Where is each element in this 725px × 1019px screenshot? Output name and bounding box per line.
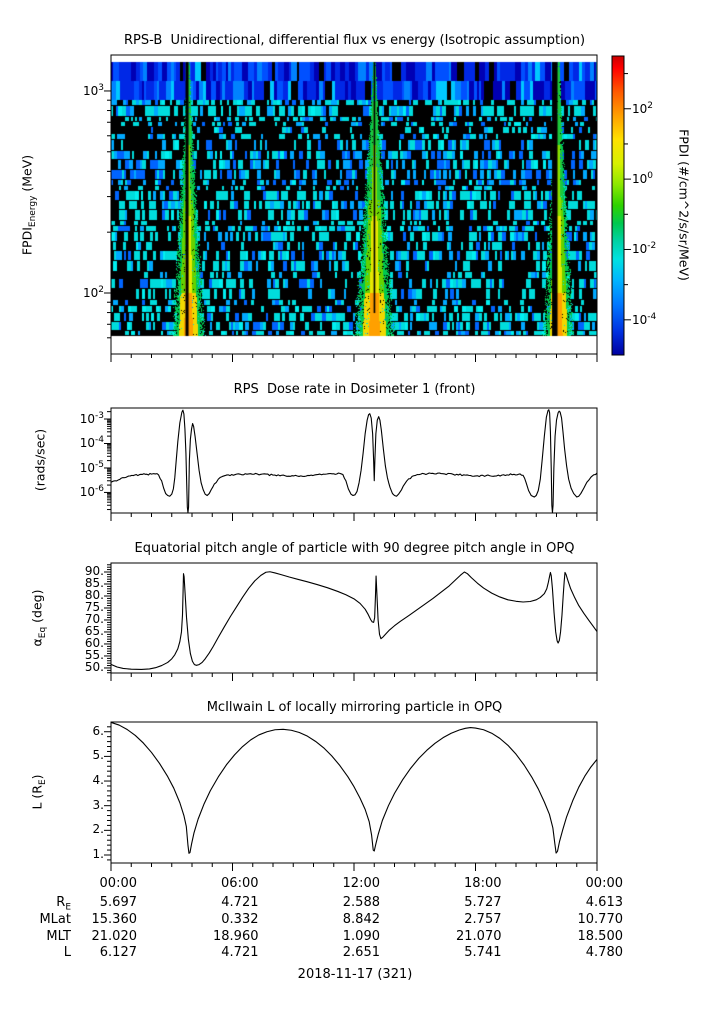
x-axis-time-label: 06:00: [221, 876, 259, 891]
ylabel-rest: ): [29, 774, 45, 780]
annotation-value: 1.090: [342, 929, 380, 944]
mcilwain-l-y-tick-label: 2.: [92, 822, 104, 837]
exponent: -2: [647, 241, 657, 252]
colorbar-tick-label: 102: [632, 100, 654, 116]
pitch-angle-y-tick-label: 70.: [84, 611, 104, 626]
spectrogram-y-tick-label: 102: [82, 284, 104, 300]
ylabel-sub: Energy: [27, 195, 38, 228]
annotation-value: 18.500: [577, 929, 624, 944]
annotation-value: 5.741: [464, 945, 502, 960]
dose-rate-title: RPS Dose rate in Dosimeter 1 (front): [233, 382, 476, 397]
x-axis-time-label: 12:00: [342, 876, 380, 891]
dose-rate-y-tick-label: 10-6: [79, 484, 104, 500]
dose-rate-y-tick-label: 10-3: [79, 411, 104, 426]
pitch-angle-y-tick-label: 60.: [84, 635, 104, 650]
ylabel-base: α: [29, 638, 45, 647]
exponent: -6: [95, 484, 104, 495]
annotation-value: 8.842: [342, 912, 380, 927]
annotation-value: 2.651: [342, 945, 380, 960]
annotation-value: 5.727: [464, 895, 502, 910]
ylabel-sub: E: [37, 779, 48, 786]
annotation-value: 2.588: [342, 895, 380, 910]
ylabel-rest: (deg): [29, 589, 45, 627]
dose-rate-y-axis-label: (rads/sec): [32, 428, 48, 492]
pitch-angle-y-tick-label: 90.: [84, 563, 104, 578]
exponent: -4: [95, 435, 104, 446]
annotation-value: 5.697: [99, 895, 137, 910]
annotation-value: 6.127: [99, 945, 137, 960]
mcilwain-l-y-tick-label: 3.: [92, 797, 104, 812]
pitch-angle-y-tick-label: 85.: [84, 575, 104, 590]
ylabel-rest: (MeV): [19, 154, 35, 196]
mcilwain-l-y-tick-label: 4.: [92, 773, 104, 788]
annotation-value: 18.960: [213, 929, 259, 944]
colorbar-tick-label: 10-2: [632, 241, 657, 257]
annotation-row-label: L: [63, 945, 71, 960]
annotation-row-label: MLT: [46, 929, 71, 944]
annotation-value: 0.332: [221, 912, 259, 927]
x-axis-time-label: 00:00: [585, 876, 623, 891]
colorbar-label: FPDI (#/cm^2/s/sr/MeV): [676, 129, 692, 281]
ylabel-sub: Eq: [37, 626, 48, 639]
annotation-value: 2.757: [464, 912, 502, 927]
mcilwain-l-y-axis-label: L (RE): [29, 774, 50, 810]
exponent: 3: [98, 82, 104, 93]
pitch-angle-y-axis-label: αEq (deg): [29, 589, 50, 647]
annotation-value: 4.780: [585, 945, 623, 960]
exponent: 2: [98, 284, 104, 295]
spectrogram-title: RPS-B Unidirectional, differential flux …: [123, 33, 586, 48]
spectrogram-y-tick-label: 103: [82, 82, 104, 98]
pitch-angle-y-tick-label: 50.: [84, 659, 104, 674]
pitch-angle-y-tick-label: 65.: [84, 623, 104, 638]
mcilwain-l-y-tick-label: 1.: [92, 846, 104, 861]
mcilwain-l-y-tick-label: 5.: [92, 748, 104, 763]
pitch-angle-y-tick-label: 55.: [84, 647, 104, 662]
dose-rate-y-tick-label: 10-5: [79, 459, 104, 475]
annotation-value: 4.721: [221, 895, 259, 910]
pitch-angle-y-tick-label: 75.: [84, 599, 104, 614]
exponent: 0: [647, 171, 654, 182]
spectrogram-image: [111, 55, 597, 354]
annotation-row-label: RE: [56, 895, 71, 913]
colorbar-tick-label: 10-4: [632, 311, 657, 327]
x-axis-time-label: 18:00: [464, 876, 502, 891]
annotation-value: 4.613: [585, 895, 623, 910]
exponent: 2: [647, 100, 654, 111]
x-axis-time-label: 00:00: [99, 876, 137, 891]
annotation-value: 4.721: [221, 945, 259, 960]
ylabel-base: L (R: [29, 785, 45, 810]
mcilwain-l-title: McIlwain L of locally mirroring particle…: [206, 700, 503, 715]
row-label-sub: E: [65, 902, 71, 913]
annotation-row-label: MLat: [39, 912, 71, 927]
pitch-angle-y-tick-label: 80.: [84, 587, 104, 602]
annotation-value: 10.770: [577, 912, 624, 927]
ylabel-base: FPDI: [19, 227, 35, 256]
exponent: -5: [95, 459, 104, 470]
mcilwain-l-y-tick-label: 6.: [92, 723, 104, 738]
pitch-angle-title: Equatorial pitch angle of particle with …: [134, 541, 575, 556]
colorbar-tick-label: 100: [632, 171, 654, 187]
annotation-value: 21.020: [91, 929, 138, 944]
exponent: -4: [647, 311, 657, 322]
exponent: -3: [95, 411, 104, 421]
annotation-value: 15.360: [91, 912, 138, 927]
date-label: 2018-11-17 (321): [297, 967, 413, 982]
spectrogram-y-axis-label: FPDIEnergy (MeV): [19, 154, 40, 256]
dose-rate-y-tick-label: 10-4: [79, 435, 104, 451]
annotation-value: 21.070: [456, 929, 502, 944]
